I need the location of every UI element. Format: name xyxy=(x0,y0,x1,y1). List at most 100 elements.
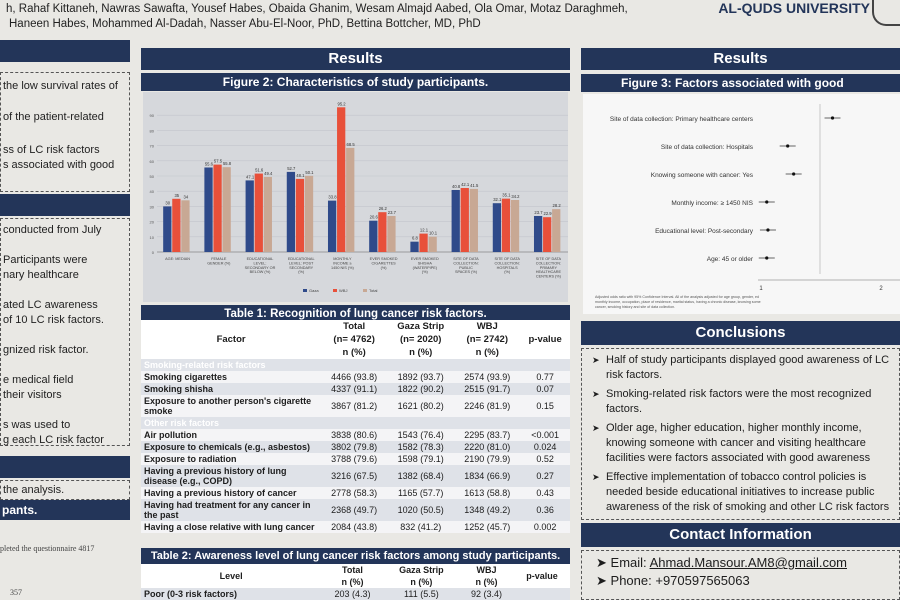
table1-cell-total: 4466 (93.8) xyxy=(321,371,388,383)
phone-bullet-icon: ➤ xyxy=(596,573,607,588)
bar-wbj xyxy=(460,188,469,252)
table2-row-wbj: 92 (3.4) xyxy=(458,588,515,600)
table1-cell-gaza: 832 (41.2) xyxy=(387,521,455,533)
methods-line-9: gnized risk factor. xyxy=(3,344,89,356)
bar-wbj xyxy=(213,164,222,252)
table1-header-wbj-n: (n= 2742) xyxy=(454,333,521,346)
left-footnote-1: pleted the questionnaire 4817 xyxy=(0,544,95,553)
table2-row-p xyxy=(514,588,570,600)
x-tick-label: SITE OF DATA COLLECTION: HOSPITALS (%) xyxy=(495,257,521,274)
data-label: 40.8 xyxy=(452,184,461,189)
data-label: 95.2 xyxy=(337,101,346,106)
methods-line-6: ated LC awareness xyxy=(3,299,98,311)
table1-cell-gaza: 1543 (76.4) xyxy=(387,429,455,441)
table1-header-gaza: Gaza Strip xyxy=(387,320,455,333)
intro-fragment-3: ss of LC risk factors xyxy=(3,144,100,156)
data-label: 34 xyxy=(184,194,189,199)
bar-gaza xyxy=(286,171,296,252)
data-label: 52.7 xyxy=(287,166,296,171)
bar-total xyxy=(304,175,314,252)
point-estimate xyxy=(766,228,770,232)
table1-cell-p: 0.15 xyxy=(520,395,570,417)
table1-cell-total: 4337 (91.1) xyxy=(321,383,388,395)
conclusions-heading: Conclusions xyxy=(581,321,900,345)
table1-header-total: Total xyxy=(321,320,388,333)
forest-label: Age: 45 or older xyxy=(707,256,754,263)
participants-header: pants. xyxy=(0,500,130,520)
bar-gaza xyxy=(451,189,460,252)
legend-label: WBJ xyxy=(339,288,347,293)
table1-cell-wbj: 1834 (66.9) xyxy=(454,465,521,487)
table1-header-pct-1: n (%) xyxy=(321,346,388,359)
data-label: 22.9 xyxy=(543,211,552,216)
data-label: 20.6 xyxy=(370,215,379,220)
methods-line-12: their visitors xyxy=(3,389,62,401)
table2-header-p: p-value xyxy=(526,571,558,581)
table1-header-pct-3: n (%) xyxy=(454,346,521,359)
left-header-bar xyxy=(0,40,130,62)
methods-line-14: s was used to xyxy=(3,419,71,431)
table1-header-pct-2: n (%) xyxy=(387,346,455,359)
table1-cell-factor: Having a close relative with lung cancer xyxy=(141,521,322,533)
bar-gaza xyxy=(163,206,172,252)
forest-footnote: Adjusted odds ratio with 95% Confidence … xyxy=(595,295,759,299)
figure2-chart-area: 0 10 20 30 40 50 60 70 80 90 30 35 34 AGE: MEDIAN 55.6… xyxy=(143,92,569,302)
bar-total xyxy=(469,188,478,252)
table1-cell-gaza: 1822 (90.2) xyxy=(387,383,455,395)
author-list: h, Rahaf Kittaneh, Nawras Sawafta, Youse… xyxy=(0,0,700,34)
data-label: 55.6 xyxy=(205,161,214,166)
methods-line-5 xyxy=(1,283,129,298)
forest-label: Educational level: Post-secondary xyxy=(655,228,754,235)
point-estimate xyxy=(765,256,769,260)
point-estimate xyxy=(786,144,790,148)
methods-box: conducted from July Participants were na… xyxy=(0,218,130,446)
intro-fragment-1: the low survival rates of xyxy=(3,80,118,92)
table1-cell-gaza: 1582 (78.3) xyxy=(387,441,455,453)
y-tick-label: 50 xyxy=(150,174,155,179)
email-link[interactable]: Ahmad.Mansour.AM8@gmail.com xyxy=(649,555,847,570)
methods-line-13 xyxy=(1,403,129,418)
table1-cell-p: <0.001 xyxy=(520,429,570,441)
analysis-line: the analysis. xyxy=(3,484,65,496)
table2-header-pct-3: n (%) xyxy=(475,577,498,587)
email-line: ➤ Email: Ahmad.Mansour.AM8@gmail.com xyxy=(582,554,899,572)
x-tick-label: 2 xyxy=(879,286,883,292)
bar-total xyxy=(552,209,561,252)
y-tick-label: 70 xyxy=(150,144,155,149)
data-label: 51.6 xyxy=(255,168,264,173)
bar-gaza xyxy=(492,203,502,252)
table2-row-total: 203 (4.3) xyxy=(321,588,384,600)
table2-row-level: Poor (0-3 risk factors) xyxy=(141,588,322,600)
conclusion-2: Smoking-related risk factors were the mo… xyxy=(592,387,899,417)
y-tick-label: 80 xyxy=(150,128,155,133)
figure2-bar-chart: 0 10 20 30 40 50 60 70 80 90 30 35 34 AGE: MEDIAN 55.6… xyxy=(150,101,569,293)
bar-wbj xyxy=(254,173,263,252)
table1-cell-wbj: 2246 (81.9) xyxy=(454,395,521,417)
x-tick-label: MONTHLY INCOME ≥1450 NIS (%) xyxy=(331,257,355,270)
table1-cell-gaza: 1382 (68.4) xyxy=(387,465,455,487)
table-row: Having a previous history of lung diseas… xyxy=(141,465,570,487)
data-label: 33.8 xyxy=(328,195,337,200)
legend-swatch xyxy=(363,289,367,292)
methods-line-10 xyxy=(1,358,129,373)
data-label: 35 xyxy=(174,193,179,198)
table1-header-gaza-n: (n= 2020) xyxy=(387,333,455,346)
data-label: 6.8 xyxy=(412,236,418,241)
forest-footnote: monthly income, occupation, place of res… xyxy=(595,300,761,304)
left-footnote-2: 357 xyxy=(10,588,22,597)
table2-header-pct-2: n (%) xyxy=(410,577,433,587)
table1-cell-gaza: 1621 (80.2) xyxy=(387,395,455,417)
x-tick-label: SITE OF DATA COLLECTION: PUBLIC SPACES (%) xyxy=(453,257,479,274)
data-label: 42.1 xyxy=(461,182,470,187)
table1-cell-p: 0.43 xyxy=(520,487,570,499)
phone-line: ➤ Phone: +970597565063 xyxy=(582,572,899,590)
table1-cell-wbj: 1613 (58.8) xyxy=(454,487,521,499)
table1-cell-wbj: 2220 (81.0) xyxy=(454,441,521,453)
forest-footnote: cancer, smoking history and site of data… xyxy=(595,305,675,309)
table-row: Air pollution 3838 (80.6) 1543 (76.4) 2295 … xyxy=(141,429,570,441)
table1-cell-wbj: 2574 (93.9) xyxy=(454,371,521,383)
x-tick-label: FEMALE GENDER (%) xyxy=(207,257,231,265)
bar-wbj xyxy=(337,107,346,253)
data-label: 47.1 xyxy=(246,174,255,179)
table1-cell-factor: Having a previous history of lung diseas… xyxy=(141,465,322,487)
